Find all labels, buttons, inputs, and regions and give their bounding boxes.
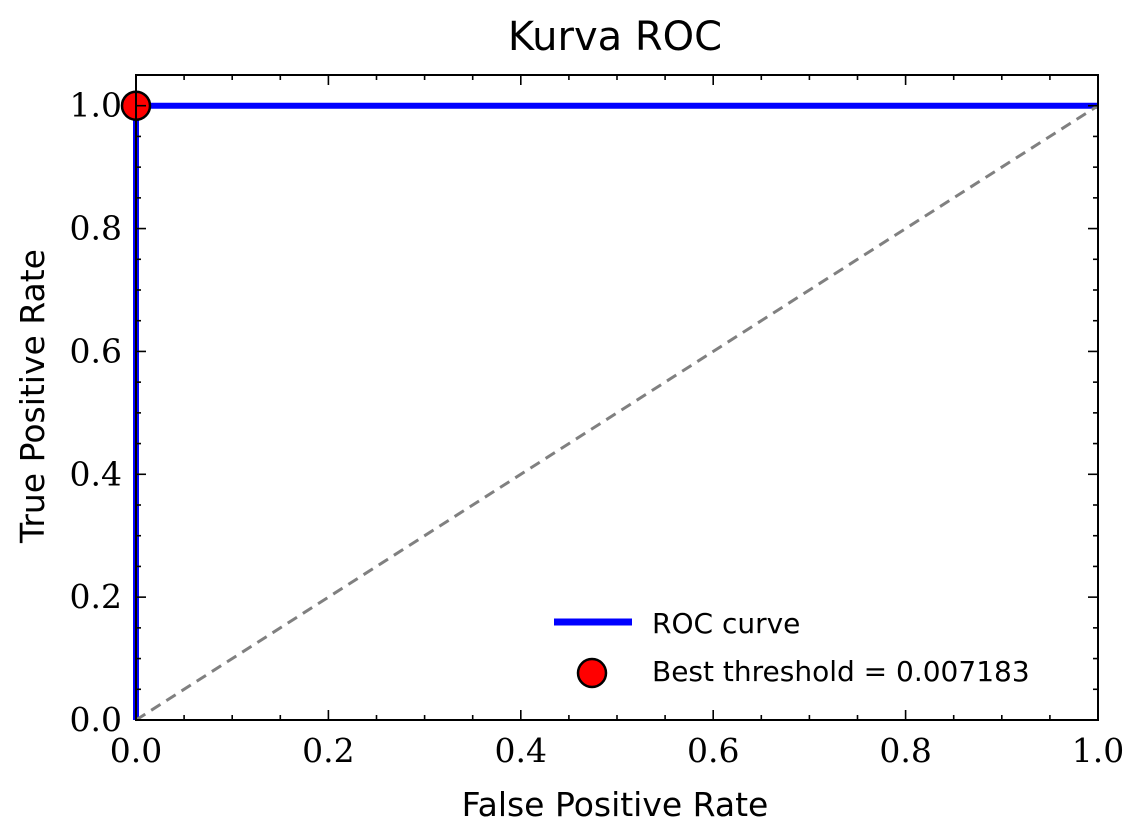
x-tick-label: 0.2 (302, 731, 354, 770)
x-tick-label: 0.4 (495, 731, 547, 770)
x-tick-label: 1.0 (1072, 731, 1124, 770)
plot-frame (135, 74, 1099, 721)
chance-diagonal-line (135, 104, 1099, 722)
y-axis-label: True Positive Rate (13, 249, 52, 544)
y-tick-label: 1.0 (70, 86, 122, 125)
x-tick-label: 0.8 (879, 731, 931, 770)
legend-threshold-swatch (576, 657, 608, 689)
y-tick-label: 0.8 (70, 209, 122, 248)
legend-threshold-label: Best threshold = 0.007183 (652, 655, 1030, 688)
x-tick-label: 0.6 (687, 731, 739, 770)
x-axis-label: False Positive Rate (462, 785, 769, 824)
y-tick-label: 0.2 (70, 577, 122, 616)
plot-area (120, 90, 1099, 722)
y-tick-label: 0.6 (70, 331, 122, 370)
legend-roc-label: ROC curve (652, 607, 800, 640)
y-tick-label: 0.4 (70, 454, 122, 493)
chart-title: Kurva ROC (508, 14, 722, 60)
y-tick-label: 0.0 (70, 700, 122, 739)
x-tick-label: 0.0 (110, 731, 162, 770)
legend: ROC curve Best threshold = 0.007183 (554, 607, 1030, 689)
axis-ticks: 0.0 0.2 0.4 0.6 0.8 1.0 0.0 0.2 0.4 0.6 0.8 1.0 (70, 74, 1124, 770)
